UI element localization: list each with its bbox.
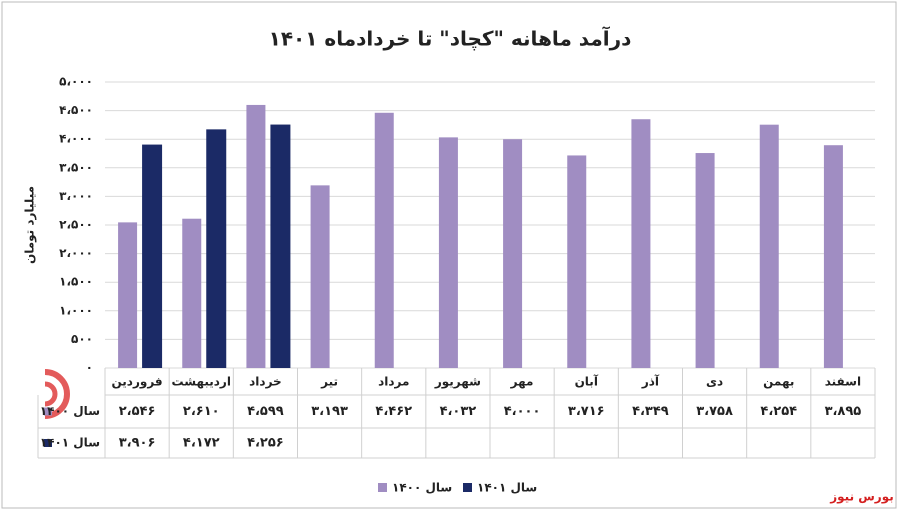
x-tick-label: اسفند xyxy=(825,375,861,389)
table-legend-key xyxy=(44,407,52,416)
y-tick-label: ۴،۵۰۰ xyxy=(59,103,93,117)
x-tick-label: آبان xyxy=(575,374,599,389)
legend-label: سال ۱۴۰۱ xyxy=(477,481,537,495)
table-value: ۳،۷۱۶ xyxy=(568,404,605,419)
x-tick-label: مهر xyxy=(510,375,534,389)
y-tick-label: ۲،۵۰۰ xyxy=(59,218,93,232)
table-value: ۲،۶۱۰ xyxy=(183,404,220,419)
bar xyxy=(438,137,458,368)
y-axis-label: میلیارد تومان xyxy=(23,186,38,264)
table-value: ۴،۳۴۹ xyxy=(632,404,669,419)
table-value: ۳،۱۹۳ xyxy=(311,404,348,419)
bar xyxy=(374,112,394,369)
bar xyxy=(695,153,715,368)
x-tick-label: مرداد xyxy=(378,375,409,389)
x-tick-label: بهمن xyxy=(763,375,794,389)
table-value: ۴،۴۶۲ xyxy=(375,404,412,419)
table-value: ۳،۹۰۶ xyxy=(119,436,156,451)
table-value: ۴،۵۹۹ xyxy=(247,404,284,419)
bar xyxy=(206,129,227,368)
y-tick-label: ۴،۰۰۰ xyxy=(59,132,93,146)
bar xyxy=(182,218,202,368)
table-row-label: سال ۱۴۰۰ xyxy=(40,404,100,418)
table-value: ۴،۲۵۴ xyxy=(760,404,797,419)
bar xyxy=(759,124,779,368)
y-tick-label: ۱،۰۰۰ xyxy=(59,303,93,317)
y-tick-label: ۵۰۰ xyxy=(71,332,93,346)
x-tick-label: آذر xyxy=(641,374,660,389)
table-value: ۳،۷۵۸ xyxy=(696,404,733,419)
logo xyxy=(44,369,70,419)
table-value: ۲،۵۴۶ xyxy=(119,404,156,419)
table-value: ۴،۰۳۲ xyxy=(440,404,477,419)
y-tick-label: ۰ xyxy=(86,361,93,375)
y-tick-label: ۲،۰۰۰ xyxy=(59,246,93,260)
legend-label: سال ۱۴۰۰ xyxy=(392,481,452,495)
y-tick-label: ۳،۰۰۰ xyxy=(59,189,93,203)
x-tick-label: اردیبهشت xyxy=(172,375,231,389)
bar xyxy=(823,145,843,368)
table-value: ۳،۸۹۵ xyxy=(825,404,862,419)
x-tick-label: تیر xyxy=(320,375,338,389)
legend-key xyxy=(378,483,387,492)
bar xyxy=(246,104,266,369)
bar xyxy=(270,124,291,369)
bar xyxy=(310,185,330,368)
source: بورس نیوز xyxy=(829,490,894,505)
bar xyxy=(142,144,163,368)
table-value: ۴،۰۰۰ xyxy=(504,404,541,419)
chart-title: درآمد ماهانه "کچاد" تا خردادماه ۱۴۰۱ xyxy=(269,26,632,52)
y-tick-label: ۵،۰۰۰ xyxy=(59,75,93,89)
y-tick-label: ۱،۵۰۰ xyxy=(59,275,93,289)
table-value: ۴،۲۵۶ xyxy=(247,436,284,451)
bar xyxy=(503,139,523,368)
x-tick-label: دی xyxy=(706,375,723,389)
x-tick-label: خرداد xyxy=(249,375,282,389)
table-row-label: سال ۱۴۰۱ xyxy=(40,436,100,450)
table-legend-key xyxy=(44,439,52,447)
x-tick-label: فروردین xyxy=(112,375,163,390)
bar xyxy=(118,222,138,368)
y-tick-label: ۳،۵۰۰ xyxy=(59,160,93,174)
bar xyxy=(631,119,651,368)
bar xyxy=(567,155,587,368)
table-value: ۴،۱۷۲ xyxy=(183,436,220,451)
legend-key xyxy=(463,483,472,492)
x-tick-label: شهریور xyxy=(434,375,481,390)
